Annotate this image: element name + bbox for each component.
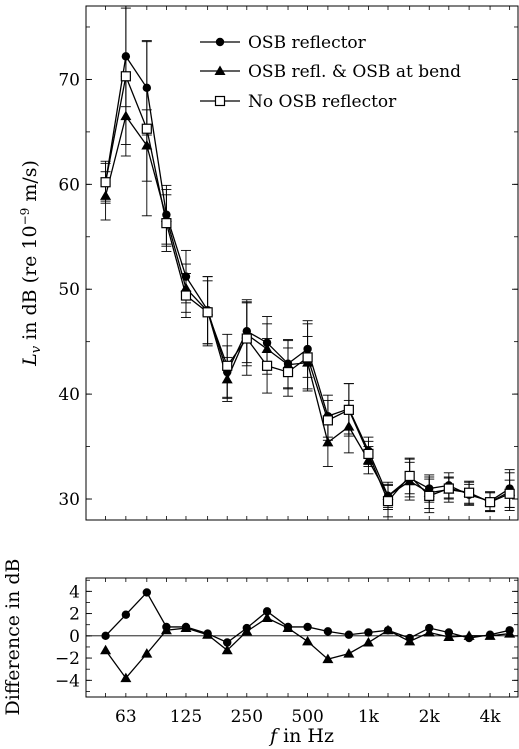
bottom-y-tick-label: −4 (55, 671, 80, 691)
bottom-point-triangle (484, 630, 496, 640)
bottom-point-triangle (141, 648, 153, 658)
top-point-square (504, 488, 515, 499)
top-point-square (443, 483, 454, 494)
bottom-point-triangle (343, 648, 355, 658)
legend-marker-triangle (214, 65, 226, 75)
top-point-square (222, 360, 233, 371)
bottom-point-circle (101, 631, 110, 641)
bottom-point-triangle (160, 624, 172, 635)
bottom-series-layer (100, 588, 516, 683)
top-point-square (282, 366, 294, 378)
top-line-triangle (104, 114, 510, 503)
bottom-point-circle (223, 638, 232, 647)
bottom-y-tick-label: 4 (69, 582, 80, 602)
bottom-point-triangle (504, 628, 516, 638)
legend-label-no-osb-reflector: No OSB reflector (248, 92, 397, 112)
x-tick-label: 500 (291, 707, 323, 727)
top-y-tick-label: 60 (58, 175, 80, 195)
legend-marker-circle (215, 37, 225, 47)
bottom-plot-frame (85, 577, 519, 698)
bottom-y-tick-label: 2 (69, 605, 80, 625)
top-point-square (161, 218, 172, 229)
top-point-triangle (322, 436, 334, 447)
x-tick-label: 250 (231, 707, 263, 727)
bottom-point-circle (344, 630, 354, 639)
legend-entry-osb-refl-and-bend: OSB refl. & OSB at bend (200, 62, 461, 82)
top-y-axis-label: Lv in dB (re 10−9 m/s) (18, 160, 44, 367)
bottom-y-axis-label: Difference in dB (2, 558, 24, 715)
top-plot-frame (85, 5, 519, 521)
top-point-square (343, 404, 354, 415)
legend-entry-osb-reflector: OSB reflector (200, 33, 367, 53)
bottom-y-tick-label: 0 (69, 627, 80, 647)
bottom-point-triangle (423, 626, 435, 637)
top-series-square (100, 7, 515, 518)
bottom-point-triangle (241, 625, 253, 636)
top-point-square (202, 307, 213, 318)
top-series-layer (100, 5, 516, 518)
bottom-point-circle (303, 622, 312, 632)
top-point-square (100, 177, 111, 188)
top-point-square (241, 333, 252, 344)
bottom-point-triangle (443, 631, 455, 641)
top-y-tick-label: 70 (58, 70, 80, 90)
bottom-point-triangle (322, 653, 334, 664)
top-point-square (404, 470, 415, 482)
bottom-point-triangle (404, 635, 416, 646)
bottom-point-triangle (382, 624, 394, 635)
bottom-series-circle (101, 588, 514, 647)
top-y-tick-label: 50 (58, 280, 80, 300)
top-point-square (180, 290, 192, 301)
legend: OSB reflector OSB refl. & OSB at bend No… (200, 33, 461, 112)
top-y-tick-label: 40 (58, 385, 80, 405)
bottom-plot: −4−202 4 63 125 250 500 1k 2k 4k Difference in d… (2, 558, 519, 747)
top-point-square (261, 360, 273, 371)
top-point-square (424, 490, 435, 501)
bottom-point-triangle (221, 644, 233, 655)
legend-entry-no-osb-reflector: No OSB reflector (200, 92, 397, 112)
bottom-point-circle (364, 628, 373, 637)
top-point-square (484, 497, 496, 508)
bottom-point-circle (323, 627, 333, 636)
bottom-point-triangle (120, 672, 132, 683)
legend-label-osb-refl-and-bend: OSB refl. & OSB at bend (248, 62, 461, 82)
top-point-square (141, 123, 152, 134)
legend-label-osb-reflector: OSB reflector (248, 33, 367, 53)
bottom-point-triangle (261, 612, 273, 623)
top-point-square (302, 352, 313, 363)
bottom-y-tick-label: −2 (55, 649, 80, 669)
x-tick-label: 4k (479, 707, 501, 727)
bottom-point-triangle (180, 622, 192, 633)
x-axis-label: f in Hz (268, 725, 334, 747)
bottom-axes-layer: −4−202 4 63 125 250 500 1k 2k 4k (55, 578, 518, 727)
top-point-square (363, 448, 374, 460)
x-tick-label: 63 (115, 707, 137, 727)
x-tick-label: 1k (358, 707, 380, 727)
top-y-tick-label: 30 (58, 490, 80, 510)
top-line-circle (104, 54, 510, 502)
top-point-square (382, 496, 394, 507)
top-plot: 30 40 50 60 70 OSB reflector OSB refl. & OSB… (18, 5, 519, 521)
x-tick-label: 125 (170, 707, 202, 727)
bottom-point-triangle (282, 622, 294, 633)
x-tick-label: 2k (419, 707, 441, 727)
top-point-square (463, 487, 475, 498)
bottom-point-circle (121, 610, 131, 619)
top-line-square (104, 73, 510, 503)
top-point-square (322, 415, 333, 426)
bottom-point-triangle (362, 637, 374, 647)
legend-marker-square (214, 95, 226, 107)
top-series-triangle (100, 75, 516, 513)
bottom-point-triangle (202, 629, 214, 639)
bottom-series-triangle (100, 612, 516, 683)
top-point-square (120, 71, 131, 82)
bottom-point-triangle (463, 630, 475, 640)
bottom-point-triangle (302, 635, 314, 646)
bottom-point-circle (142, 588, 152, 597)
bottom-point-circle (262, 607, 272, 616)
bottom-point-triangle (100, 644, 112, 655)
top-axes-layer: 30 40 50 60 70 (58, 6, 518, 520)
